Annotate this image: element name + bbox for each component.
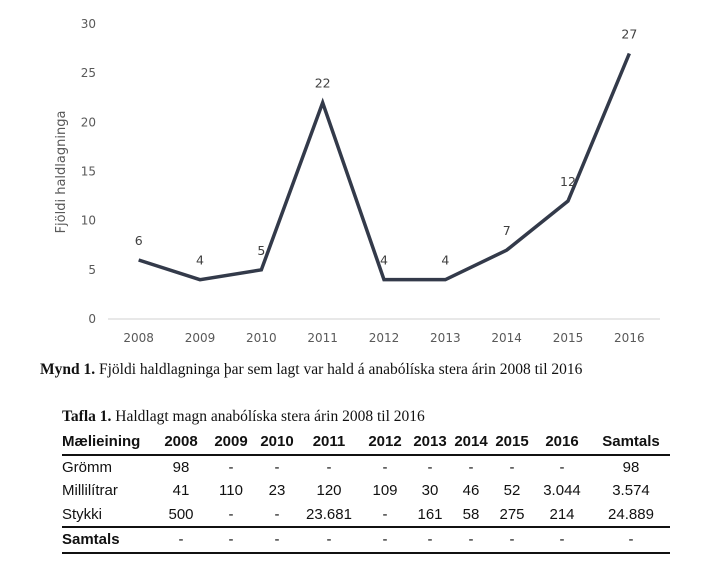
table-cell: -	[228, 458, 234, 476]
table-cell: 214	[549, 505, 575, 523]
header-cell: 2012	[360, 430, 410, 456]
table-cell: Millilítrar	[62, 482, 118, 500]
table-cell: -	[382, 458, 388, 476]
series-line	[138, 52, 631, 282]
data-label: 4	[380, 253, 388, 268]
x-tick-label: 2015	[553, 331, 584, 345]
data-label: 22	[315, 76, 331, 91]
header-cell: Samtals	[592, 430, 670, 456]
y-tick-label: 10	[81, 214, 96, 228]
y-tick-label: 20	[81, 115, 96, 129]
header-cell: 2008	[156, 430, 206, 456]
data-label: 4	[441, 253, 449, 268]
table-cell: 161	[417, 505, 443, 523]
table-cell: -	[326, 458, 332, 476]
table-header-row: Mælieining 2008 2009 2010 2011 2012 2013…	[62, 430, 670, 456]
y-tick-label: 25	[81, 66, 96, 80]
data-label: 6	[135, 233, 143, 248]
table-cell: 46	[462, 482, 480, 500]
table-cell: 110	[219, 482, 243, 500]
table-cell: -	[450, 526, 492, 554]
table-cell: -	[156, 526, 206, 554]
figure-caption-label: Mynd 1.	[40, 361, 96, 378]
table-row: Grömm 98 - - - - - - - - 98	[62, 455, 670, 480]
header-cell: 2015	[492, 430, 532, 456]
table-cell: -	[382, 505, 388, 523]
header-cell: Mælieining	[62, 430, 156, 456]
header-cell: 2014	[450, 430, 492, 456]
x-axis-ticks: 2008 2009 2010 2011 2012 2013 2014 2015 2016	[123, 331, 644, 345]
y-axis-label: Fjöldi haldlagninga	[54, 111, 69, 234]
table-cell: -	[274, 458, 280, 476]
x-tick-label: 2009	[185, 331, 216, 345]
table-cell: 41	[172, 482, 190, 500]
line-chart: 0 5 10 15 20 25 30 2008 2009 2010 2011 2012 2013 201…	[54, 17, 660, 345]
table-caption: Tafla 1. Haldlagt magn anabólíska stera …	[62, 408, 425, 426]
table-cell: -	[492, 526, 532, 554]
y-tick-label: 0	[88, 312, 96, 326]
y-axis-ticks: 0 5 10 15 20 25 30	[81, 17, 96, 326]
y-tick-label: 15	[81, 165, 96, 179]
data-table: Mælieining 2008 2009 2010 2011 2012 2013…	[62, 430, 670, 554]
header-cell: 2016	[532, 430, 592, 456]
table-cell: 24.889	[608, 505, 654, 523]
table-cell: 23.681	[306, 505, 352, 523]
table-cell: -	[228, 505, 234, 523]
table-cell: 500	[168, 505, 194, 523]
data-label: 27	[621, 27, 637, 42]
table-cell: 52	[503, 482, 521, 500]
table-cell: 30	[421, 482, 439, 500]
data-label: 7	[503, 223, 511, 238]
table-cell: -	[559, 458, 565, 476]
table-cell: 23	[268, 482, 286, 500]
x-tick-label: 2013	[430, 331, 461, 345]
header-cell: 2011	[298, 430, 360, 456]
data-label: 4	[196, 253, 204, 268]
figure-caption-text: Fjöldi haldlagninga þar sem lagt var hal…	[95, 361, 583, 378]
table-cell: Samtals	[62, 526, 156, 554]
table-cell: -	[427, 458, 433, 476]
table-cell: -	[274, 505, 280, 523]
table-cell: -	[592, 526, 670, 554]
table-cell: 58	[462, 505, 480, 523]
table-cell: 3.574	[612, 482, 650, 500]
table-cell: -	[256, 526, 298, 554]
table-cell: -	[532, 526, 592, 554]
table-cell: 98	[172, 458, 190, 476]
data-label: 12	[560, 174, 576, 189]
x-tick-label: 2011	[307, 331, 338, 345]
table-caption-label: Tafla 1.	[62, 408, 112, 425]
y-tick-label: 5	[88, 263, 96, 277]
table-row: Millilítrar 41 110 23 120 109 30 46 52 3…	[62, 479, 670, 503]
table-row: Stykki 500 - - 23.681 - 161 58 275 214 2…	[62, 503, 670, 528]
x-tick-label: 2012	[369, 331, 400, 345]
table-cell: -	[206, 526, 256, 554]
figure-caption: Mynd 1. Fjöldi haldlagninga þar sem lagt…	[40, 361, 582, 379]
table-cell: -	[468, 458, 474, 476]
x-tick-label: 2008	[123, 331, 154, 345]
table-cell: -	[410, 526, 450, 554]
header-cell: 2009	[206, 430, 256, 456]
table-cell: Grömm	[62, 458, 112, 476]
x-tick-label: 2016	[614, 331, 645, 345]
table-cell: -	[298, 526, 360, 554]
y-tick-label: 30	[81, 17, 96, 31]
data-label: 5	[257, 243, 265, 258]
table-cell: 120	[316, 482, 342, 500]
header-cell: 2013	[410, 430, 450, 456]
table-cell: 3.044	[543, 482, 581, 500]
table-cell: 98	[622, 458, 640, 476]
table-total-row: Samtals - - - - - - - - - -	[62, 526, 670, 554]
x-tick-label: 2014	[491, 331, 522, 345]
table-cell: 275	[499, 505, 525, 523]
table-cell: -	[360, 526, 410, 554]
table-cell: 109	[372, 482, 398, 500]
table-cell: -	[509, 458, 515, 476]
table-caption-text: Haldlagt magn anabólíska stera árin 2008…	[111, 408, 425, 425]
x-tick-label: 2010	[246, 331, 277, 345]
data-labels: 6 4 5 22 4 4 7 12 27	[135, 27, 638, 268]
table-cell: Stykki	[62, 505, 103, 523]
header-cell: 2010	[256, 430, 298, 456]
